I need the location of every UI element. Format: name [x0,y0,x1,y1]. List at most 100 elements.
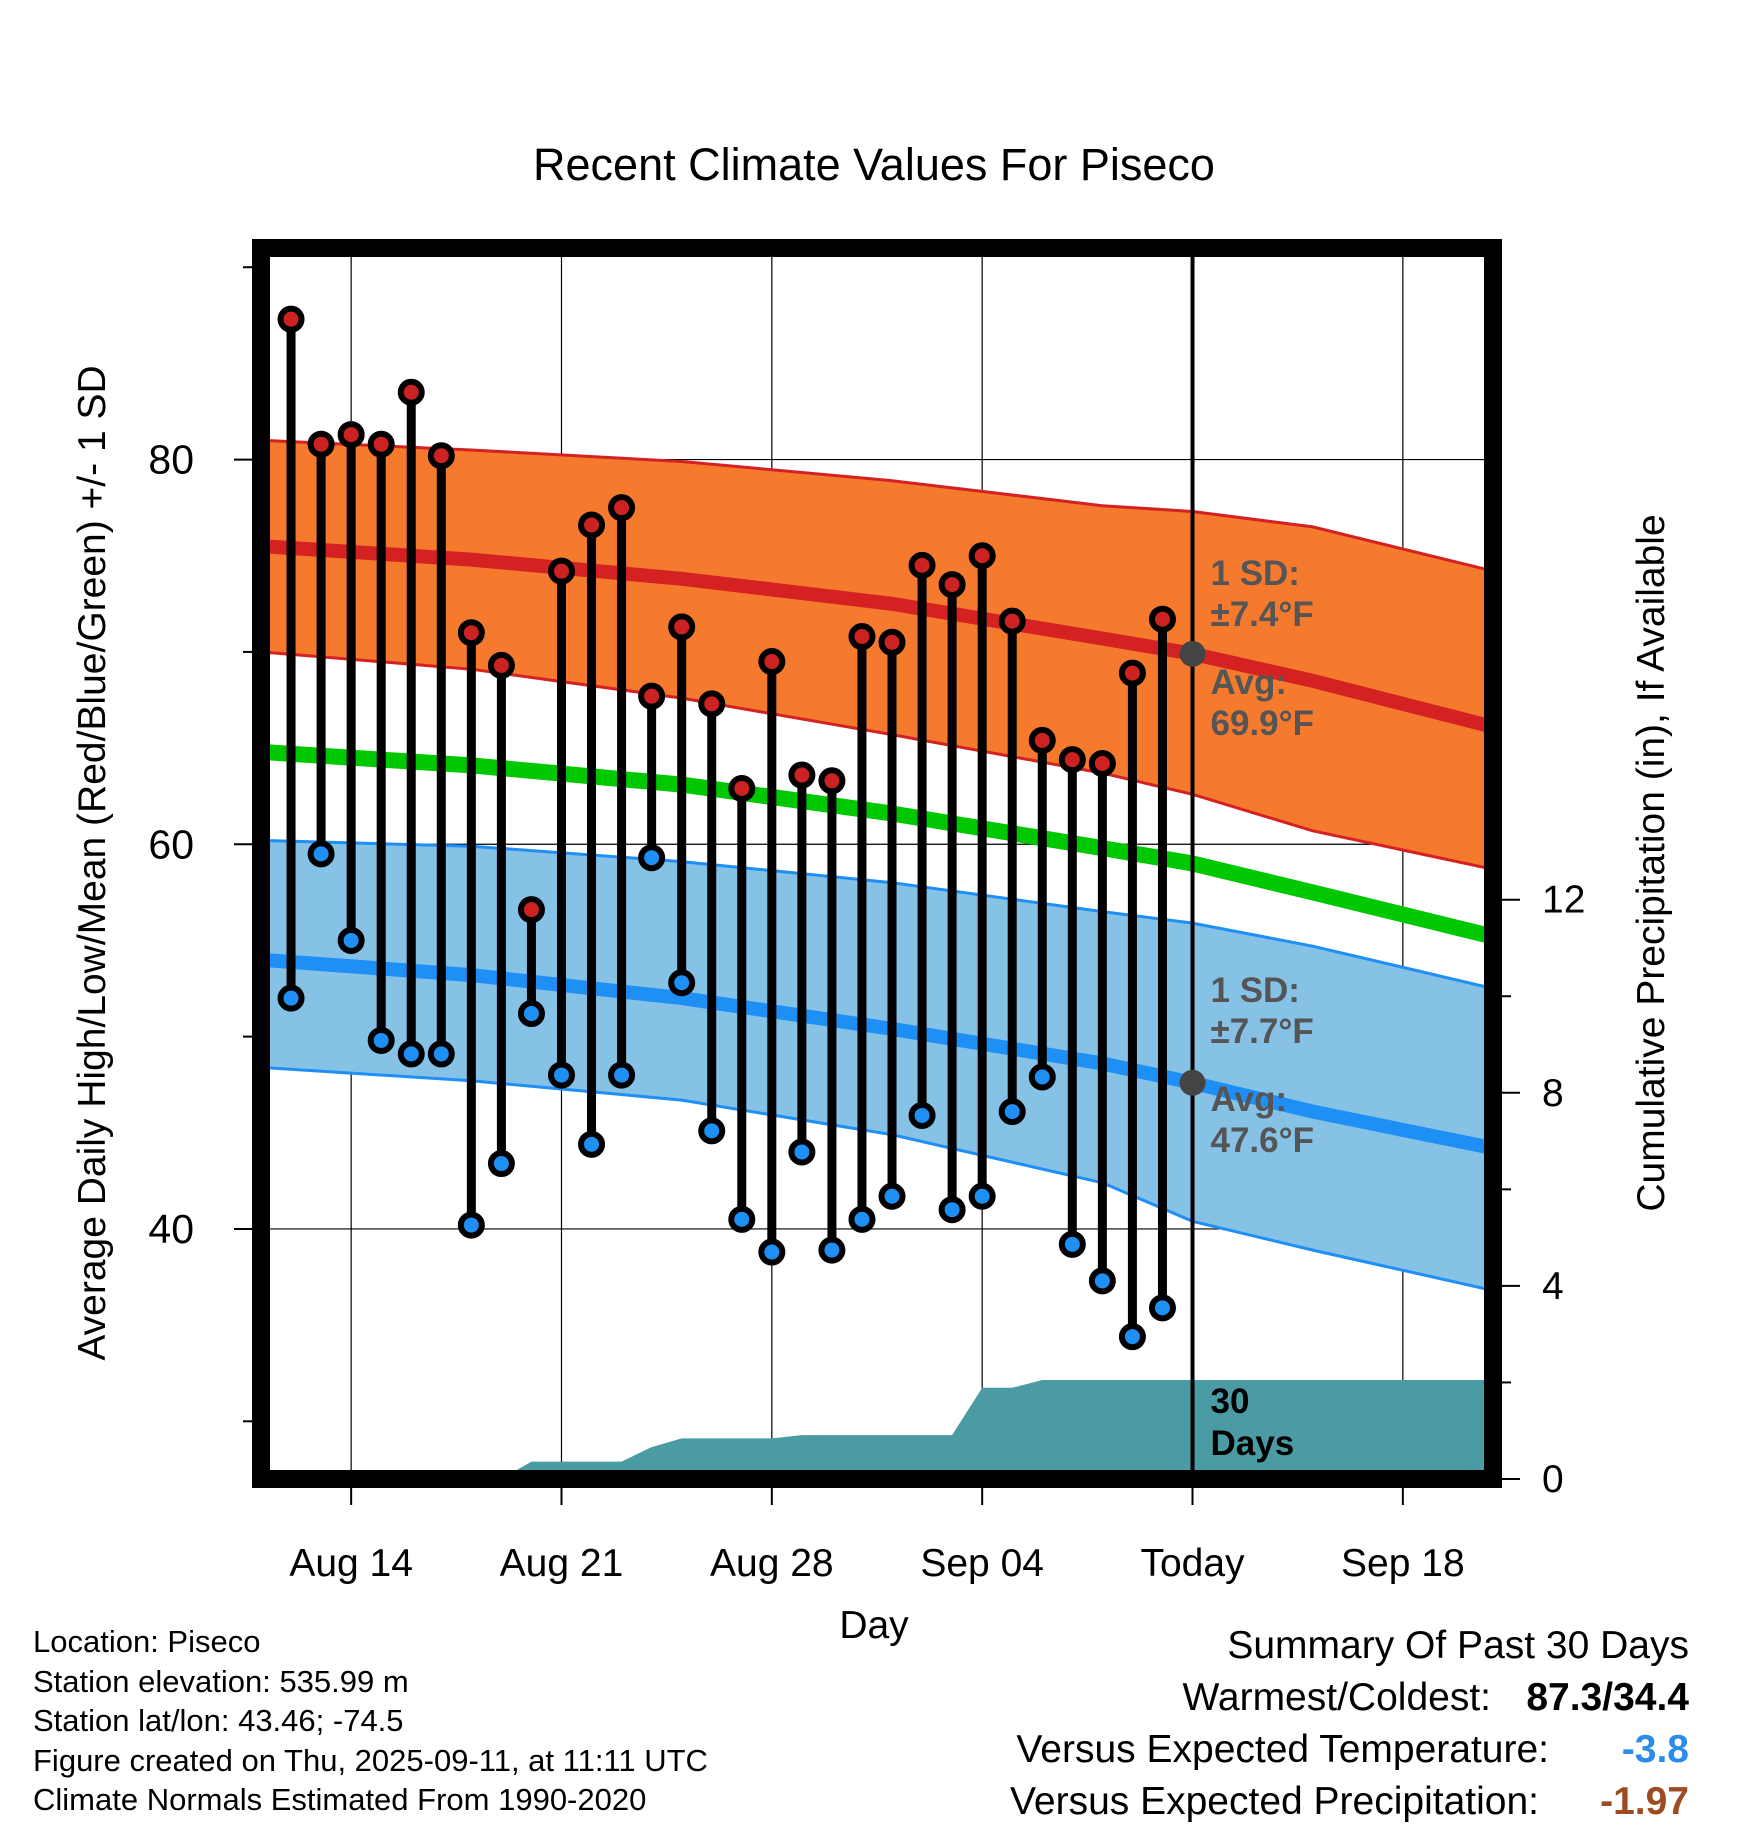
summary-precip-row: Versus Expected Precipitation: -1.97 [1010,1776,1689,1828]
daily-high-point [337,421,365,449]
daily-low-point [1058,1230,1086,1258]
summary-temp-row: Versus Expected Temperature: -3.8 [1010,1724,1689,1776]
high-sd-band [261,440,1493,870]
daily-high-point [728,774,756,802]
daily-high-point [1148,605,1176,633]
daily-low-point [517,1000,545,1028]
warmest-value: 87.3/34.4 [1526,1676,1689,1719]
daily-low-point [307,840,335,868]
low-avg-label: Avg: [1211,1080,1287,1119]
summary-warmest-row: Warmest/Coldest: 87.3/34.4 [1010,1672,1689,1724]
daily-high-point [487,651,515,679]
y-right-tick-label: 8 [1542,1072,1564,1115]
daily-high-point [968,542,996,570]
y-right-axis-label: Cumulative Precipitation (in), If Availa… [1630,514,1673,1211]
daily-low-point [698,1117,726,1145]
low-sd-label: 1 SD: [1211,971,1300,1010]
daily-low-point [608,1061,636,1089]
daily-high-point [578,511,606,539]
daily-low-point [1088,1267,1116,1295]
daily-high-point [938,571,966,599]
location-text: Location: Piseco [33,1624,261,1659]
x-tick-label: Sep 04 [920,1542,1044,1585]
daily-high-point [878,628,906,656]
summary-title: Summary Of Past 30 Days [1227,1624,1689,1667]
daily-high-point [908,551,936,579]
elevation-text: Station elevation: 535.99 m [33,1663,409,1699]
chart-title: Recent Climate Values For Piseco [533,139,1215,190]
low-band-upper-edge [261,838,1493,990]
y-right-tick-label: 12 [1542,879,1585,922]
daily-high-point [1118,659,1146,687]
daily-high-point [668,613,696,641]
precip-value: -1.97 [1600,1780,1689,1823]
daily-low-point [337,926,365,954]
y-axis-label: Average Daily High/Low/Mean (Red/Blue/Gr… [71,365,114,1360]
daily-high-point [638,682,666,710]
y-tick-label: 40 [148,1206,194,1252]
precip-area [501,1380,1493,1479]
daily-high-point [608,494,636,522]
temp-value: -3.8 [1621,1728,1689,1771]
precip-label: Versus Expected Precipitation: [1010,1780,1539,1823]
daily-high-point [307,430,335,458]
low-sd-band [261,840,1493,1291]
high-sd-label: 1 SD: [1211,554,1300,593]
daily-high-point [457,619,485,647]
daily-low-point [457,1211,485,1239]
daily-low-point [487,1150,515,1178]
low-avg-marker [1179,1069,1206,1096]
temp-label: Versus Expected Temperature: [1016,1728,1549,1771]
daily-high-point [818,767,846,795]
normal-low-line [261,952,1493,1156]
daily-low-point [668,969,696,997]
daily-low-point [938,1196,966,1224]
daily-high-point [698,690,726,718]
x-tick-label: Aug 21 [500,1542,624,1585]
x-axis-label: Day [839,1604,909,1647]
daily-low-point [788,1138,816,1166]
y-right-tick-label: 4 [1542,1265,1564,1308]
y-tick-label: 60 [148,821,194,867]
daily-high-point [427,442,455,470]
low-avg-value: 47.6°F [1211,1121,1315,1160]
daily-high-point [277,305,305,333]
daily-low-point [427,1040,455,1068]
high-avg-marker [1179,640,1206,667]
y-tick-label: 80 [148,437,194,483]
daily-low-point [848,1205,876,1233]
high-avg-value: 69.9°F [1211,704,1315,743]
warmest-label: Warmest/Coldest: [1182,1676,1491,1719]
x-tick-label: Aug 14 [289,1542,413,1585]
normals-text: Climate Normals Estimated From 1990-2020 [33,1782,647,1817]
daily-high-point [998,607,1026,635]
daily-high-point [1058,746,1086,774]
daily-low-point [728,1205,756,1233]
daily-high-point [517,896,545,924]
window-label-line2: Days [1211,1424,1295,1463]
axes: Aug 14 Aug 21 Aug 28 Sep 04 Today Sep 18 40 60 8… [148,266,1585,1585]
latlon-text: Station lat/lon: 43.46; -74.5 [33,1703,404,1738]
daily-low-point [878,1182,906,1210]
daily-high-point [367,430,395,458]
daily-low-point [578,1130,606,1158]
daily-low-point [638,844,666,872]
daily-low-point [998,1098,1026,1126]
summary-panel: Summary Of Past 30 Days Warmest/Coldest:… [1010,1620,1689,1828]
window-label-line1: 30 [1211,1382,1250,1421]
daily-low-point [1148,1294,1176,1322]
daily-high-point [758,648,786,676]
daily-high-point [547,557,575,585]
daily-low-point [908,1101,936,1129]
x-tick-label: Today [1140,1542,1245,1585]
low-band-lower-edge [261,1065,1493,1292]
daily-low-point [818,1236,846,1264]
daily-low-point [758,1238,786,1266]
daily-low-point [1028,1063,1056,1091]
x-tick-label: Aug 28 [710,1542,834,1585]
x-tick-label: Sep 18 [1341,1542,1465,1585]
low-sd-value: ±7.7°F [1211,1012,1314,1051]
